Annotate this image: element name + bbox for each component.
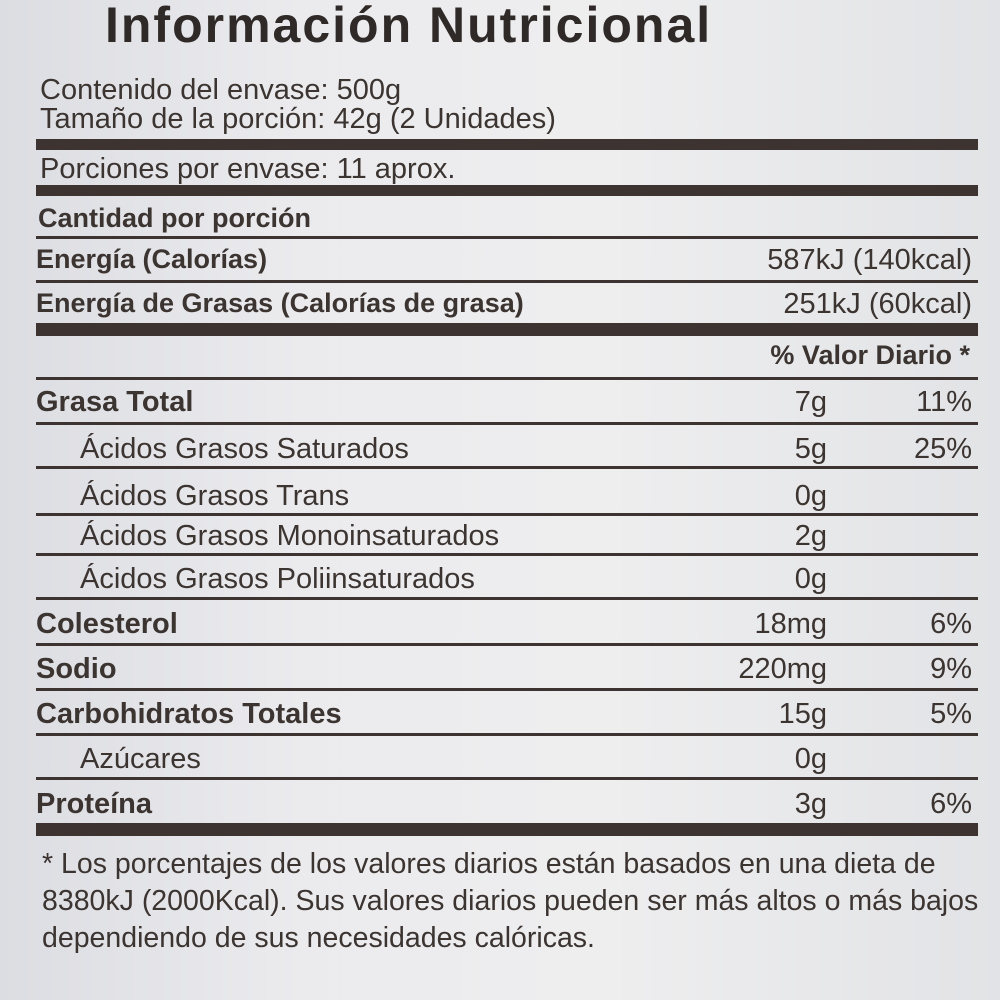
divider	[36, 139, 978, 150]
nutrient-row: Grasa Total 7g 11%	[36, 386, 972, 426]
footnote: * Los porcentajes de los valores diarios…	[42, 848, 979, 954]
fat-energy-value: 251kJ (60kcal)	[783, 288, 972, 320]
nutrient-amount: 15g	[778, 698, 827, 730]
nutrient-amount: 3g	[794, 788, 827, 820]
nutrient-daily-value: 9%	[930, 653, 972, 685]
nutrient-amount: 18mg	[754, 608, 827, 640]
nutrient-row: Ácidos Grasos Monoinsaturados 2g	[36, 520, 972, 560]
divider	[36, 466, 978, 469]
nutrient-name: Proteína	[36, 788, 153, 820]
nutrient-daily-value: 6%	[930, 608, 972, 640]
divider	[36, 597, 978, 600]
divider	[36, 422, 978, 425]
nutrient-name: Ácidos Grasos Monoinsaturados	[80, 520, 500, 552]
nutrient-row: Colesterol 18mg 6%	[36, 608, 972, 648]
nutrient-name: Ácidos Grasos Saturados	[80, 433, 409, 465]
nutrient-daily-value: 11%	[916, 386, 972, 418]
nutrient-daily-value: 6%	[930, 788, 972, 820]
energy-value: 587kJ (140kcal)	[767, 244, 972, 276]
nutrient-row: Carbohidratos Totales 15g 5%	[36, 698, 972, 738]
nutrient-amount: 7g	[794, 386, 827, 418]
nutrient-row: Ácidos Grasos Saturados 5g 25%	[36, 433, 972, 473]
serving-size: Tamaño de la porción: 42g (2 Unidades)	[40, 103, 556, 135]
divider	[36, 323, 978, 336]
nutrient-name: Sodio	[36, 653, 117, 685]
energy-label: Energía (Calorías)	[36, 244, 268, 274]
nutrient-row: Sodio 220mg 9%	[36, 653, 972, 693]
nutrient-row: Ácidos Grasos Poliinsaturados 0g	[36, 563, 972, 603]
container-content: Contenido del envase: 500g	[40, 74, 402, 106]
divider	[36, 377, 978, 380]
nutrient-name: Ácidos Grasos Poliinsaturados	[80, 563, 475, 595]
divider	[36, 513, 978, 516]
nutrient-amount: 0g	[794, 563, 827, 595]
label-title: Información Nutricional	[105, 0, 713, 53]
nutrient-name: Colesterol	[36, 608, 178, 640]
amount-per-serving: Cantidad por porción	[38, 203, 311, 233]
nutrient-amount: 2g	[794, 520, 827, 552]
nutrient-amount: 0g	[794, 743, 827, 775]
fat-energy-row: Energía de Grasas (Calorías de grasa) 25…	[36, 288, 972, 328]
servings-per-container: Porciones por envase: 11 aprox.	[40, 153, 456, 185]
energy-row: Energía (Calorías) 587kJ (140kcal)	[36, 244, 972, 284]
divider	[36, 236, 978, 239]
nutrient-row: Ácidos Grasos Trans 0g	[36, 480, 972, 520]
nutrient-daily-value: 5%	[930, 698, 972, 730]
divider	[36, 185, 978, 196]
nutrient-name: Ácidos Grasos Trans	[80, 480, 350, 512]
nutrient-amount: 220mg	[738, 653, 827, 685]
divider	[36, 688, 978, 691]
divider	[36, 280, 978, 283]
nutrient-name: Grasa Total	[36, 386, 194, 418]
divider	[36, 553, 978, 556]
divider	[36, 777, 978, 780]
daily-value-header: % Valor Diario *	[770, 340, 970, 370]
nutrient-amount: 5g	[794, 433, 827, 465]
nutrient-amount: 0g	[794, 480, 827, 512]
divider	[36, 643, 978, 646]
nutrient-row: Azúcares 0g	[36, 743, 972, 783]
nutrient-row: Proteína 3g 6%	[36, 788, 972, 828]
nutrient-name: Azúcares	[80, 743, 201, 775]
nutrient-daily-value: 25%	[913, 433, 972, 465]
fat-energy-label: Energía de Grasas (Calorías de grasa)	[36, 288, 524, 318]
nutrient-name: Carbohidratos Totales	[36, 698, 342, 730]
divider	[36, 823, 978, 836]
divider	[36, 733, 978, 736]
